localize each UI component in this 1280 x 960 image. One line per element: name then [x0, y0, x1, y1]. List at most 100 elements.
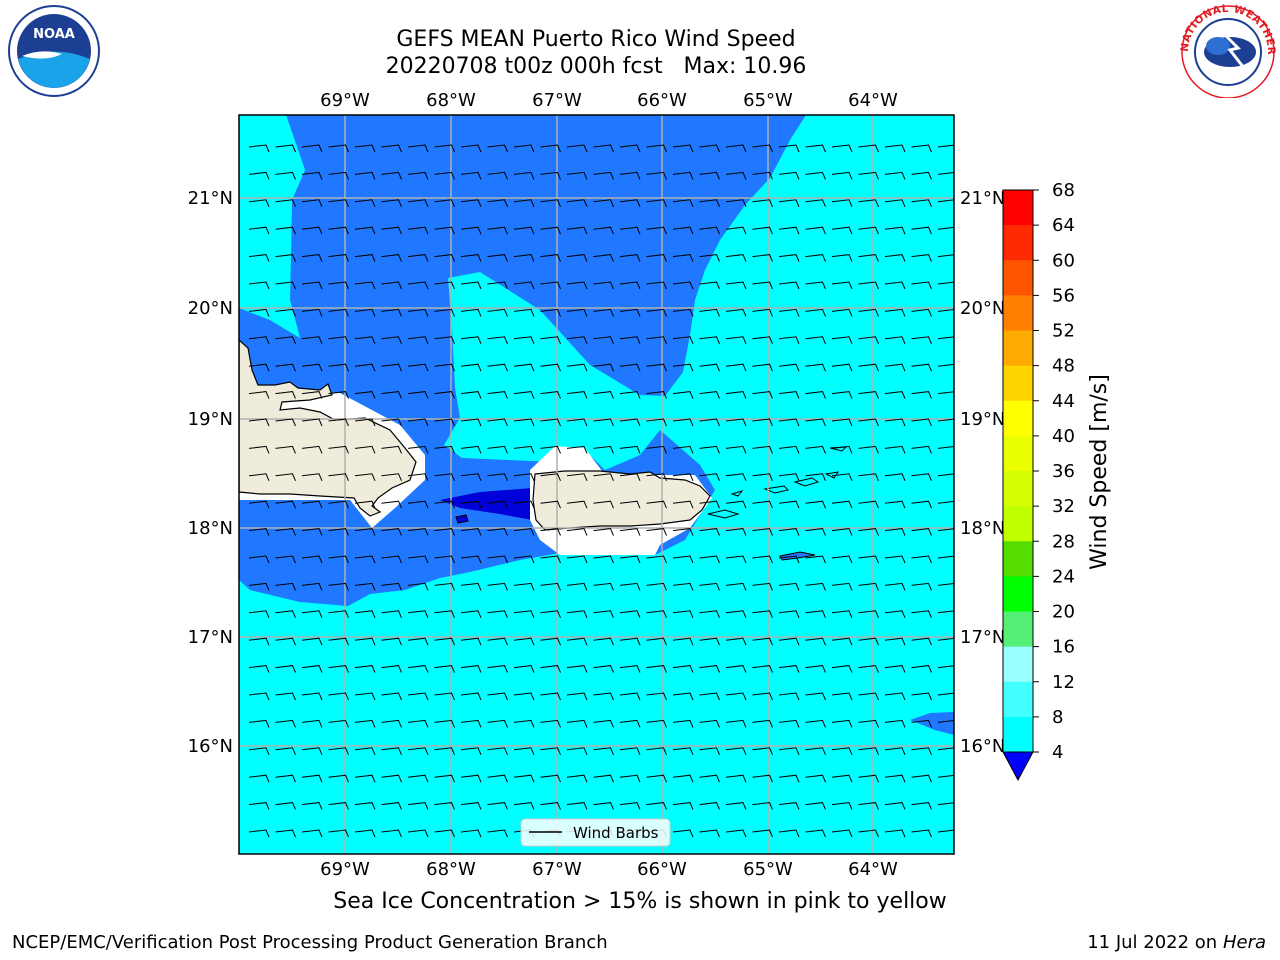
wind-barb [540, 418, 561, 427]
lat-label: 20°N [960, 298, 1005, 319]
wind-barb [354, 528, 376, 536]
wind-barb [301, 747, 323, 755]
colorbar-tick-label: 24 [1052, 566, 1075, 587]
wind-barb [699, 528, 720, 536]
wind-barb [858, 829, 879, 838]
wind-barb [301, 555, 323, 564]
footer-date-text: 11 Jul 2022 on [1087, 932, 1223, 953]
wind-barb [699, 363, 720, 372]
wind-barb [566, 692, 588, 701]
wind-barb [699, 473, 720, 481]
wind-barb [858, 336, 879, 344]
wind-barb [381, 829, 402, 838]
wind-barb [778, 144, 800, 153]
wind-barb [301, 473, 323, 481]
wind-barb [699, 254, 720, 262]
wind-barb [672, 692, 694, 701]
wind-barb [672, 637, 694, 646]
wind-barb [831, 391, 853, 399]
wind-barb [248, 144, 270, 153]
wind-barb [513, 281, 535, 290]
wind-barb [354, 281, 376, 290]
wind-barb [275, 336, 296, 344]
wind-barb [725, 582, 747, 591]
wind-barb [566, 555, 588, 564]
wind-barb [646, 336, 667, 344]
wind-barb [354, 610, 376, 618]
wind-barb [725, 829, 747, 838]
wind-barb [407, 500, 429, 509]
wind-barb [540, 719, 561, 728]
wind-barb [407, 528, 429, 536]
wind-barb [593, 665, 614, 673]
wind-barb [937, 665, 954, 669]
wind-barb [831, 336, 853, 344]
wind-barb [248, 171, 270, 180]
wind-barb [566, 528, 588, 536]
wind-barb [328, 144, 349, 153]
wind-barb [752, 226, 773, 235]
wind-barb [752, 802, 773, 810]
wind-barb [646, 610, 667, 618]
wind-barb [381, 473, 402, 481]
wind-barb [381, 336, 402, 344]
wind-barb [248, 692, 270, 701]
wind-barb [646, 473, 667, 481]
wind-barb [778, 254, 800, 262]
wind-barb [513, 171, 535, 180]
wind-barb [566, 802, 588, 810]
wind-barb [381, 281, 402, 290]
wind-barb [407, 555, 429, 564]
wind-barb [699, 692, 720, 701]
wind-barb [699, 555, 720, 564]
wind-barb [381, 308, 402, 317]
wind-barb [487, 802, 508, 810]
wind-barb [566, 391, 588, 399]
wind-barb [725, 637, 747, 646]
wind-barb [884, 610, 906, 618]
wind-barb [434, 610, 455, 618]
wind-barb [460, 254, 482, 262]
wind-barb [699, 774, 720, 783]
wind-barb [513, 308, 535, 317]
wind-barb [672, 445, 694, 454]
wind-barb [513, 418, 535, 427]
wind-barb [884, 473, 906, 481]
wind-barb [752, 308, 773, 317]
wind-barb [434, 281, 455, 290]
legend-label: Wind Barbs [573, 824, 659, 842]
wind-barb [540, 774, 561, 783]
wind-barb [911, 363, 932, 372]
wind-barb [354, 171, 376, 180]
wind-barb [301, 719, 323, 728]
map-title: GEFS MEAN Puerto Rico Wind Speed [396, 27, 796, 52]
wind-barb [487, 610, 508, 618]
wind-barb [540, 747, 561, 755]
wind-barb [884, 144, 906, 153]
wind-barb [646, 308, 667, 317]
wind-barb [328, 226, 349, 235]
wind-barb [301, 445, 323, 454]
wind-barb [354, 418, 376, 427]
wind-barb [301, 199, 323, 207]
wind-barb [672, 418, 694, 427]
wind-barb [646, 774, 667, 783]
wind-barb [460, 171, 482, 180]
wind-barb [831, 829, 853, 838]
colorbar-tick-label: 36 [1052, 461, 1075, 482]
wind-barb [275, 445, 296, 454]
wind-barb [937, 500, 954, 504]
wind-barb [752, 719, 773, 728]
wind-barb [831, 555, 853, 564]
land-mona-island [455, 514, 469, 524]
wind-barb [672, 610, 694, 618]
gridlines [239, 115, 954, 854]
wind-barb [752, 829, 773, 838]
wind-barb [593, 774, 614, 783]
wind-barb [646, 500, 667, 509]
wind-barb [831, 281, 853, 290]
wind-barb [354, 144, 376, 153]
wind-barb [434, 391, 455, 399]
wind-barb [354, 226, 376, 235]
wind-barb [540, 473, 561, 481]
